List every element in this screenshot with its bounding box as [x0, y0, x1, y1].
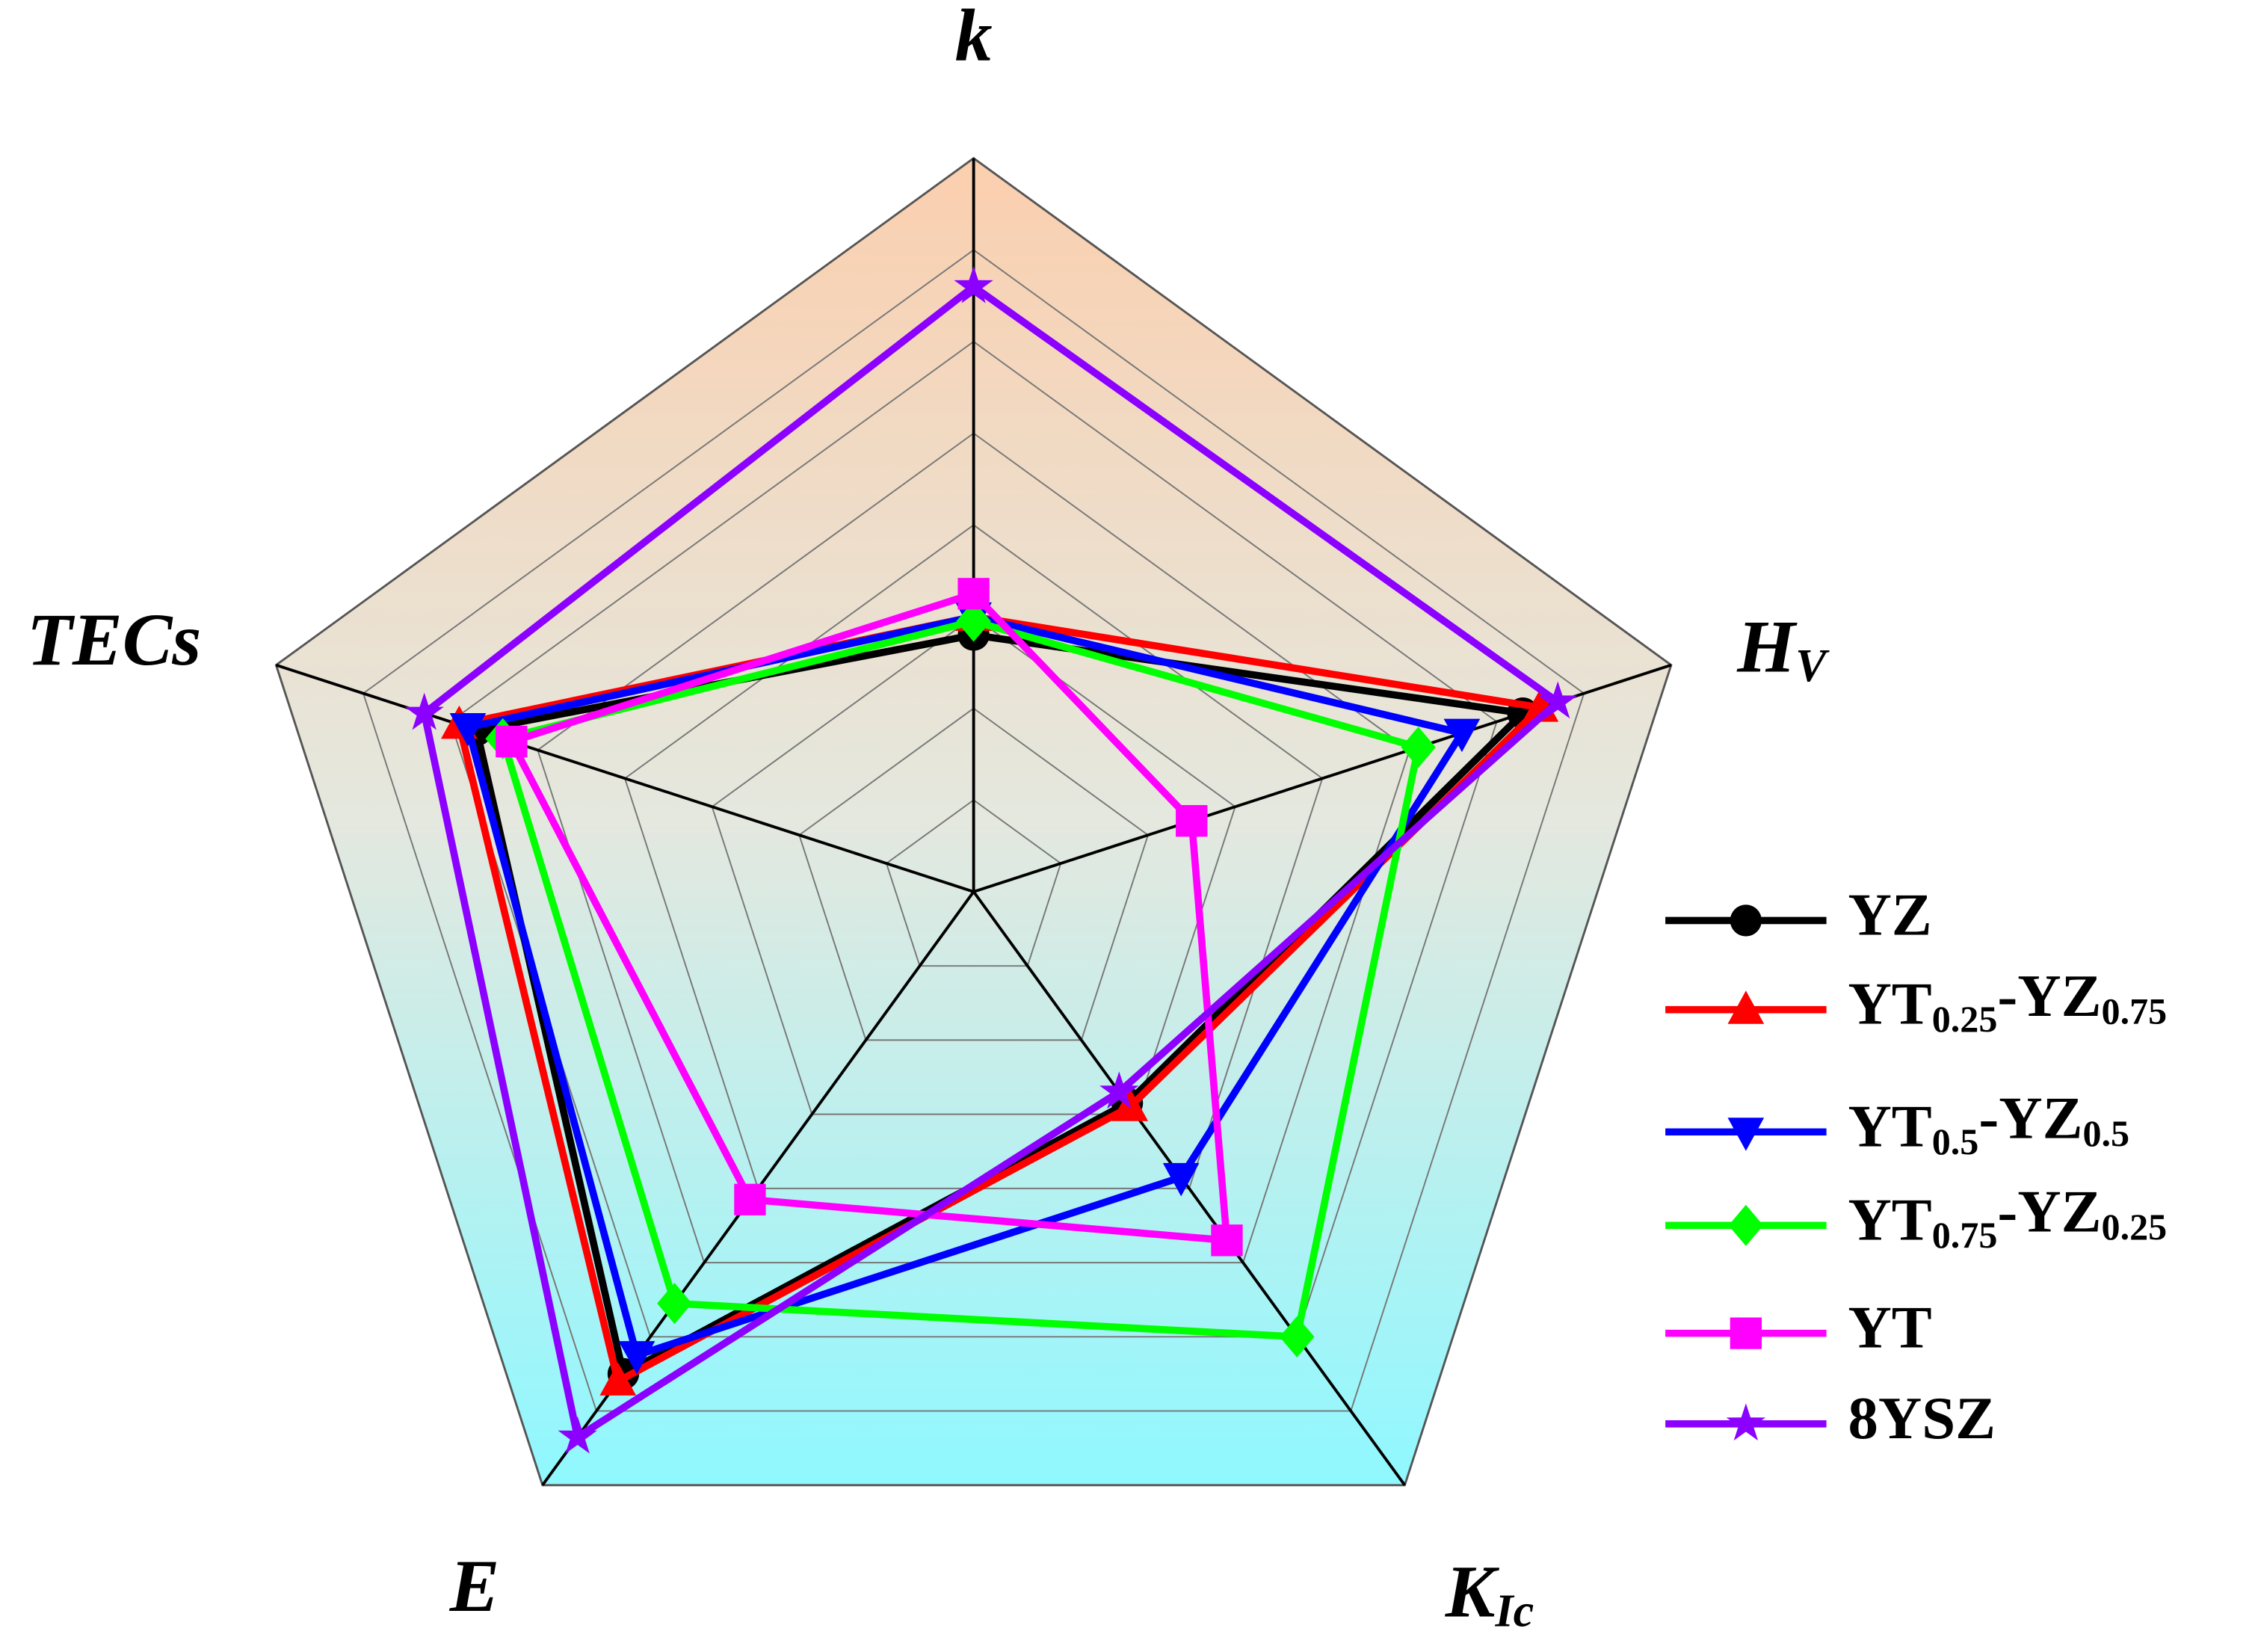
series-line: [472, 631, 1527, 1378]
marker: [618, 1341, 655, 1375]
marker: [599, 1362, 637, 1396]
axis-label: k: [955, 0, 993, 77]
marker: [1111, 1088, 1149, 1121]
marker: [1211, 1224, 1243, 1257]
marker: [1728, 1204, 1764, 1246]
marker: [449, 713, 487, 747]
grid-ring: [274, 156, 1673, 1487]
legend-label: YT0.5​-YZ0.5​: [1848, 1085, 2129, 1162]
marker: [657, 1283, 692, 1325]
marker: [1538, 681, 1578, 719]
marker: [957, 578, 990, 610]
marker: [1727, 1118, 1765, 1151]
marker: [1730, 904, 1762, 937]
marker: [558, 1416, 597, 1454]
series-line: [508, 590, 1231, 1245]
grid-ring: [711, 615, 1236, 1115]
marker: [956, 600, 991, 642]
marker: [1099, 1071, 1139, 1109]
series-line: [420, 283, 1562, 1441]
grid-ring: [798, 707, 1150, 1041]
grid-ring: [449, 340, 1498, 1338]
grid-ring: [362, 249, 1585, 1412]
marker: [1727, 990, 1765, 1024]
marker: [496, 725, 528, 758]
marker: [954, 265, 993, 303]
marker: [1730, 1317, 1762, 1349]
marker: [1162, 1162, 1200, 1197]
marker: [1443, 718, 1481, 753]
legend-label: YZ: [1848, 881, 1931, 948]
axis-label: KIc​: [1445, 1550, 1534, 1637]
marker: [1726, 1403, 1766, 1441]
series-line: [464, 613, 1466, 1359]
legend-label: YT0.75​-YZ0.25​: [1848, 1178, 2167, 1255]
axis-label: E: [449, 1544, 500, 1627]
legend-label: YT0.25​-YZ0.75​: [1848, 963, 2167, 1040]
marker: [1176, 805, 1208, 837]
marker: [1279, 1316, 1315, 1357]
axis-spoke: [972, 890, 1406, 1486]
grid-ring: [885, 799, 1062, 967]
legend-label: YT: [1848, 1294, 1931, 1360]
axis-label: HV​: [1736, 605, 1830, 691]
marker: [404, 692, 444, 730]
marker: [734, 1183, 766, 1215]
axis-spoke: [275, 663, 975, 893]
axis-label: TECs: [27, 598, 202, 681]
legend-label: 8YSZ: [1848, 1384, 1996, 1451]
